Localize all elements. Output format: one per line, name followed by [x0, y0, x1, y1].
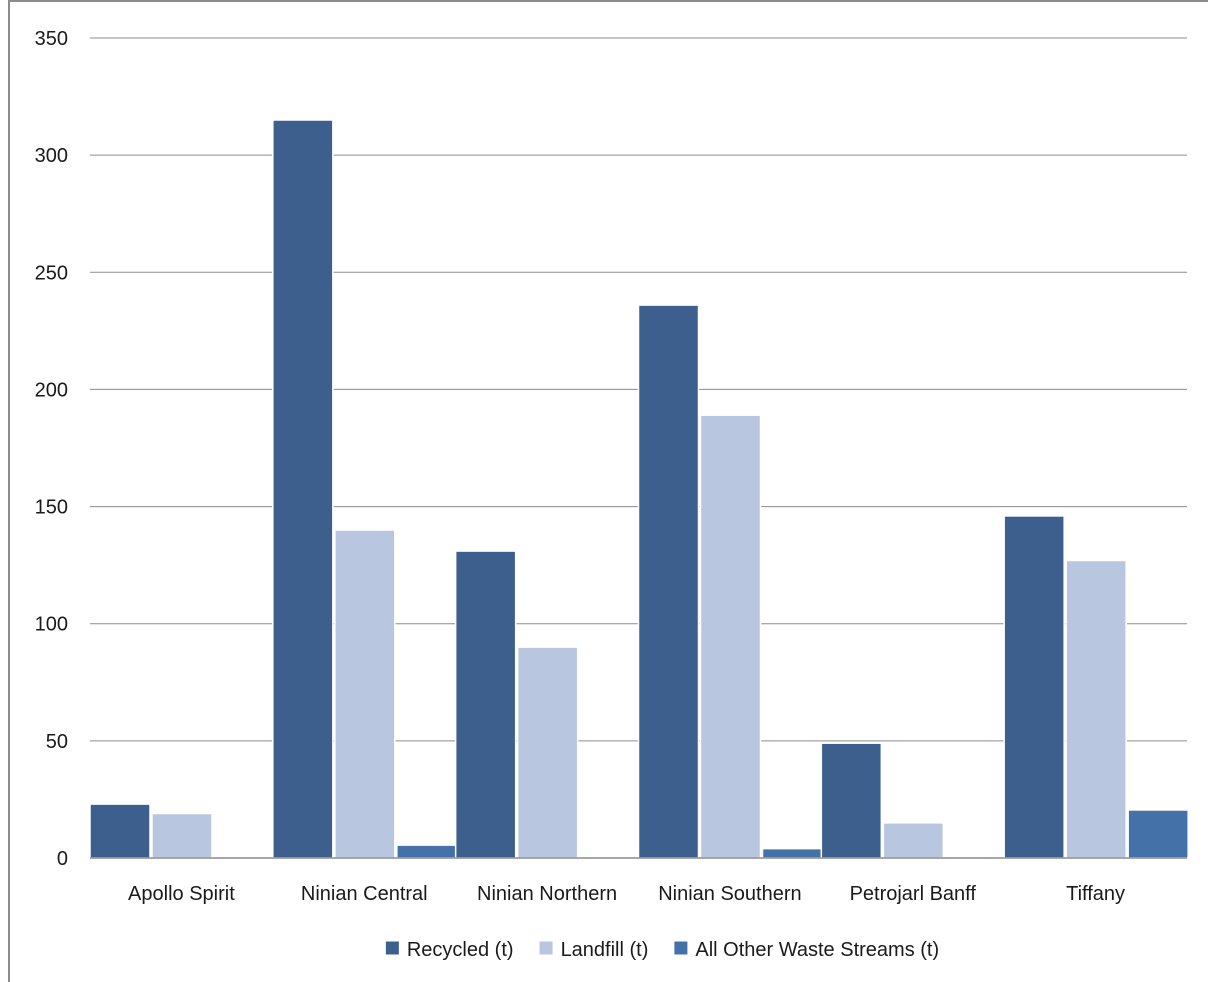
bar-landfill-t-tiffany	[1065, 559, 1127, 859]
x-category-label: Tiffany	[1066, 883, 1125, 905]
legend-label: Landfill (t)	[561, 939, 649, 961]
bar-recycled-t-petrojarl-banff	[820, 742, 883, 859]
legend: Recycled (t) Landfill (t) All Other Waste …	[385, 939, 939, 961]
bar-landfill-t-ninian-northern	[516, 646, 579, 859]
legend-label: Recycled (t)	[407, 939, 514, 961]
bar-all-other-waste-streams-t-ninian-central	[396, 844, 458, 859]
bar-recycled-t-ninian-southern	[637, 304, 700, 859]
bars	[89, 119, 1189, 859]
y-tick-label: 300	[35, 145, 68, 167]
legend-swatch	[539, 941, 553, 955]
legend-label: All Other Waste Streams (t)	[695, 939, 939, 961]
x-category-label: Petrojarl Banff	[850, 883, 977, 905]
x-category-label: Ninian Central	[301, 883, 428, 905]
bar-landfill-t-apollo-spirit	[151, 812, 213, 859]
y-tick-label: 150	[35, 497, 68, 519]
bar-recycled-t-ninian-northern	[454, 550, 517, 859]
x-axis-category-labels: Apollo Spirit Ninian Central Ninian Northe…	[128, 883, 1125, 905]
y-tick-label: 0	[57, 848, 68, 870]
bar-landfill-t-petrojarl-banff	[882, 822, 945, 859]
legend-swatch	[385, 941, 399, 955]
x-category-label: Apollo Spirit	[128, 883, 235, 905]
bar-recycled-t-apollo-spirit	[89, 803, 151, 859]
y-tick-label: 100	[35, 614, 68, 636]
y-axis-tick-labels: 0 50 100 150 200 250 300 350	[35, 28, 68, 870]
y-tick-label: 250	[35, 262, 68, 284]
y-tick-label: 200	[35, 379, 68, 401]
bar-all-other-waste-streams-t-tiffany	[1127, 809, 1189, 859]
chart-frame	[8, 0, 1208, 982]
x-category-label: Ninian Northern	[477, 883, 617, 905]
bar-recycled-t-ninian-central	[272, 119, 334, 859]
bar-landfill-t-ninian-southern	[699, 414, 762, 859]
bar-all-other-waste-streams-t-ninian-southern	[761, 847, 824, 859]
y-tick-label: 350	[35, 28, 68, 50]
x-category-label: Ninian Southern	[658, 883, 801, 905]
bar-recycled-t-tiffany	[1003, 515, 1065, 859]
bar-landfill-t-ninian-central	[334, 529, 396, 859]
y-tick-label: 50	[46, 731, 68, 753]
legend-swatch	[674, 941, 688, 955]
